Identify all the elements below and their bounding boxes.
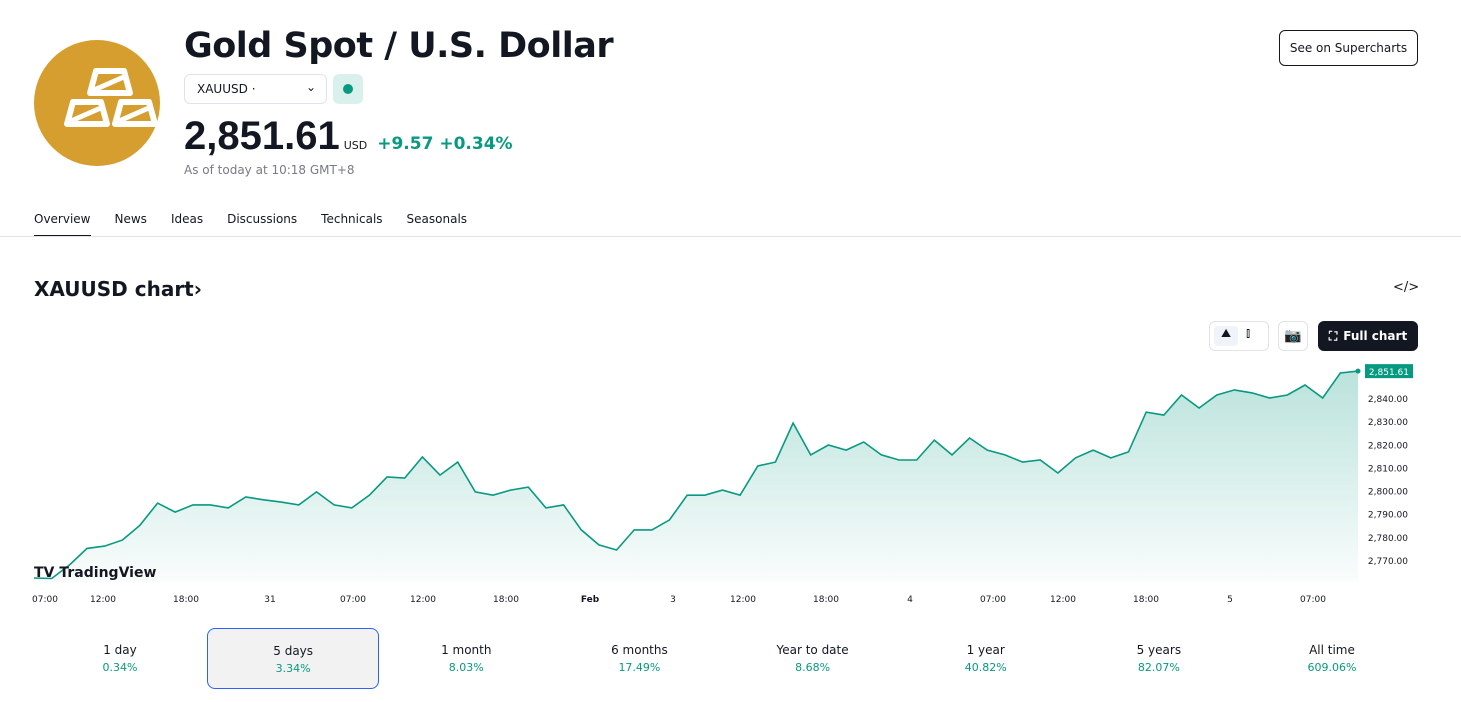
period-change: 0.34% — [102, 661, 138, 674]
chevron-right-icon: › — [193, 277, 202, 301]
tab-bar: Overview News Ideas Discussions Technica… — [34, 212, 467, 237]
tab-ideas[interactable]: Ideas — [170, 212, 204, 226]
period-label: All time — [1309, 643, 1355, 657]
price-chart[interactable]: 2,770.00 2,780.00 2,790.00 2,800.00 2,810.00… — [0, 360, 1461, 610]
chart-style-toggle: ⛰ ⫾ — [1209, 321, 1269, 351]
area-fill — [34, 371, 1358, 582]
gold-bars-icon — [64, 68, 158, 127]
period-label: 6 months — [611, 643, 668, 657]
currency: USD — [343, 139, 368, 152]
fullscreen-icon: ⛶ — [1328, 328, 1338, 343]
period-change: 8.68% — [795, 661, 831, 674]
price-row: 2,851.61 USD +9.57 +0.34% — [184, 112, 513, 160]
period-1-day[interactable]: 1 day 0.34% — [34, 628, 206, 689]
x-tick-label: 4 — [907, 595, 913, 605]
chart-title: XAUUSD chart — [34, 277, 194, 301]
period-label: 1 day — [103, 643, 137, 657]
tab-technicals[interactable]: Technicals — [321, 212, 383, 226]
status-dot-icon — [343, 84, 353, 94]
period-change: 82.07% — [1137, 661, 1180, 674]
tradingview-logo-icon: 𝗧𝗩 — [34, 565, 55, 581]
x-tick-label: 18:00 — [493, 595, 519, 605]
period-all-time[interactable]: All time 609.06% — [1246, 628, 1418, 689]
y-tick-label: 2,790.00 — [1368, 511, 1408, 521]
period-label: 1 month — [441, 643, 492, 657]
price-line — [33, 370, 1359, 580]
period-change: 609.06% — [1307, 661, 1357, 674]
x-tick-label: 07:00 — [340, 595, 366, 605]
x-tick-label: 07:00 — [1300, 595, 1326, 605]
chevron-down-icon: ⌄ — [305, 80, 316, 94]
tab-overview[interactable]: Overview — [34, 212, 91, 237]
candles-icon[interactable]: ⫾ — [1246, 326, 1251, 341]
x-tick-label: 12:00 — [1050, 595, 1076, 605]
period-change: 8.03% — [448, 661, 484, 674]
period-change: 3.34% — [275, 662, 311, 675]
divider — [0, 236, 1461, 237]
x-tick-label: 5 — [1227, 595, 1233, 605]
x-tick-label: 12:00 — [410, 595, 436, 605]
y-tick-label: 2,810.00 — [1368, 464, 1408, 474]
tab-seasonals[interactable]: Seasonals — [406, 212, 468, 226]
x-tick-label: 3 — [670, 595, 676, 605]
period-year-to-date[interactable]: Year to date 8.68% — [727, 628, 899, 689]
last-point — [1355, 368, 1361, 374]
x-tick-label: 31 — [264, 595, 275, 605]
full-chart-label: Full chart — [1343, 329, 1408, 343]
camera-icon[interactable]: 📷 — [1278, 321, 1308, 351]
period-label: 5 days — [273, 644, 314, 658]
as-of-time: As of today at 10:18 GMT+8 — [184, 163, 355, 177]
market-open-indicator[interactable] — [333, 74, 363, 104]
period-6-months[interactable]: 6 months 17.49% — [553, 628, 725, 689]
period-label: Year to date — [776, 643, 849, 657]
symbol-label: XAUUSD — [197, 82, 248, 96]
x-tick-label: 07:00 — [32, 595, 58, 605]
last-price-badge — [1365, 364, 1413, 379]
y-tick-label: 2,840.00 — [1368, 395, 1408, 405]
gold-logo — [34, 40, 160, 166]
x-tick-label: 07:00 — [980, 595, 1006, 605]
x-tick-label: 12:00 — [90, 595, 116, 605]
symbol-dot: · — [251, 82, 256, 96]
full-chart-button[interactable]: ⛶ Full chart — [1318, 321, 1418, 351]
tradingview-watermark: 𝗧𝗩 TradingView — [34, 565, 156, 581]
y-tick-label: 2,770.00 — [1368, 557, 1408, 567]
change-percent: +0.34% — [439, 134, 513, 154]
period-label: 1 year — [966, 643, 1005, 657]
x-tick-label: 18:00 — [1133, 595, 1159, 605]
last-price-label: 2,851.61 — [1369, 368, 1409, 378]
y-tick-label: 2,780.00 — [1368, 534, 1408, 544]
x-tick-label: 12:00 — [730, 595, 756, 605]
chart-title-link[interactable]: XAUUSD chart› — [34, 277, 202, 301]
tab-news[interactable]: News — [114, 212, 147, 226]
x-tick-label: Feb — [581, 595, 600, 605]
period-5-years[interactable]: 5 years 82.07% — [1073, 628, 1245, 689]
y-tick-label: 2,830.00 — [1368, 418, 1408, 428]
embed-code-icon[interactable]: </> — [1393, 280, 1420, 295]
change-value: +9.57 — [377, 134, 434, 154]
symbol-select[interactable]: XAUUSD · ⌄ — [184, 74, 327, 104]
y-tick-label: 2,800.00 — [1368, 488, 1408, 498]
x-tick-label: 18:00 — [813, 595, 839, 605]
area-chart-icon[interactable]: ⛰ — [1214, 326, 1238, 346]
x-tick-label: 18:00 — [173, 595, 199, 605]
price: 2,851.61 — [184, 114, 340, 158]
period-change: 40.82% — [964, 661, 1007, 674]
period-1-year[interactable]: 1 year 40.82% — [900, 628, 1072, 689]
period-1-month[interactable]: 1 month 8.03% — [380, 628, 552, 689]
period-change: 17.49% — [618, 661, 661, 674]
price-change: +9.57 +0.34% — [377, 134, 512, 154]
period-label: 5 years — [1136, 643, 1182, 657]
y-tick-label: 2,820.00 — [1368, 441, 1408, 451]
period-5-days[interactable]: 5 days 3.34% — [207, 628, 380, 689]
see-on-supercharts-button[interactable]: See on Supercharts — [1279, 30, 1418, 66]
period-performance: 1 day 0.34% 5 days 3.34% 1 month 8.03% 6 month… — [34, 628, 1418, 689]
tab-discussions[interactable]: Discussions — [227, 212, 298, 226]
watermark-text: TradingView — [59, 565, 157, 581]
page-title: Gold Spot / U.S. Dollar — [184, 26, 614, 66]
